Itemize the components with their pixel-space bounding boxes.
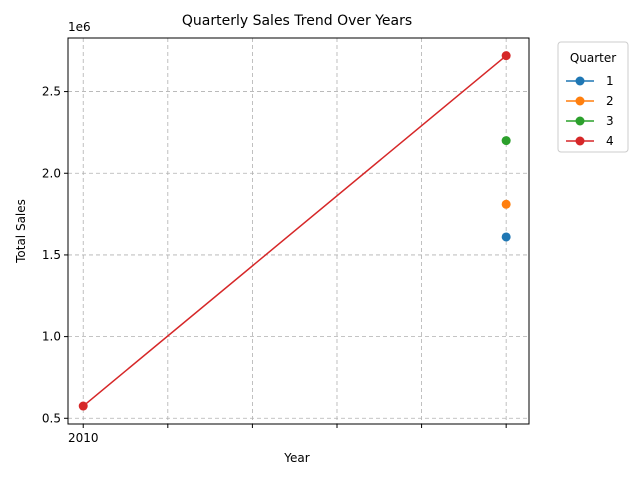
legend-label: 1 (606, 74, 614, 88)
series-3 (501, 136, 511, 146)
series-layer (78, 51, 511, 411)
x-tick-label: 2010 (68, 431, 99, 445)
y-axis-label: Total Sales (14, 199, 28, 264)
legend-title: Quarter (570, 51, 616, 65)
x-axis: 2010 (68, 424, 507, 445)
grid (68, 38, 529, 424)
data-point (501, 136, 511, 146)
y-tick-label: 2.5 (42, 85, 61, 99)
legend-label: 2 (606, 94, 614, 108)
legend: Quarter 1 2 3 4 (557, 41, 629, 153)
legend-marker (575, 116, 585, 126)
data-point (501, 232, 511, 242)
data-point (501, 199, 511, 209)
y-tick-label: 1.5 (42, 248, 61, 262)
y-tick-label: 2.0 (42, 166, 61, 180)
legend-marker (575, 76, 585, 86)
legend-label: 3 (606, 114, 614, 128)
y-tick-label: 1.0 (42, 330, 61, 344)
y-offset-label: 1e6 (68, 20, 91, 34)
series-1 (501, 232, 511, 242)
legend-label: 4 (606, 134, 614, 148)
legend-marker (575, 96, 585, 106)
legend-marker (575, 136, 585, 146)
x-axis-label: Year (283, 451, 309, 465)
plot-frame (67, 37, 530, 425)
series-line (82, 55, 507, 407)
y-tick-label: 0.5 (42, 411, 61, 425)
legend-box (557, 41, 629, 153)
series-4 (78, 51, 511, 411)
series-2 (501, 199, 511, 209)
data-point (78, 401, 88, 411)
y-axis: 0.5 1.0 1.5 2.0 2.5 (42, 85, 68, 425)
chart-title: Quarterly Sales Trend Over Years (182, 13, 412, 29)
data-point (501, 51, 511, 61)
